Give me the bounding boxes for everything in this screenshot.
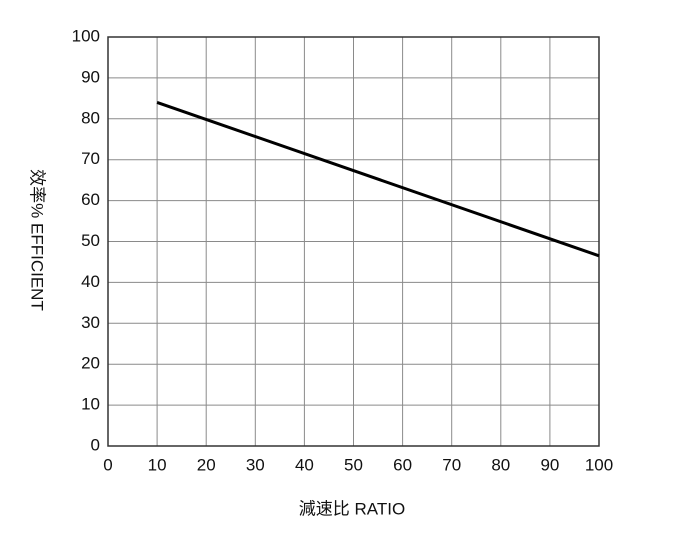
y-tick-label: 50 bbox=[81, 231, 100, 250]
x-axis-label: 減速比 RATIO bbox=[299, 499, 405, 518]
y-tick-label: 40 bbox=[81, 272, 100, 291]
y-tick-label: 90 bbox=[81, 67, 100, 86]
y-tick-label: 100 bbox=[72, 26, 100, 45]
x-tick-label: 70 bbox=[442, 455, 461, 474]
y-tick-label: 10 bbox=[81, 395, 100, 414]
y-tick-label: 0 bbox=[91, 435, 100, 454]
y-tick-label: 80 bbox=[81, 108, 100, 127]
y-tick-label: 60 bbox=[81, 190, 100, 209]
x-tick-label: 90 bbox=[540, 455, 559, 474]
x-tick-label: 20 bbox=[197, 455, 216, 474]
x-tick-label: 40 bbox=[295, 455, 314, 474]
x-tick-label: 10 bbox=[148, 455, 167, 474]
y-tick-label: 70 bbox=[81, 149, 100, 168]
x-tick-label: 30 bbox=[246, 455, 265, 474]
data-line bbox=[156, 101, 600, 258]
plot-border bbox=[107, 36, 600, 447]
x-tick-label: 0 bbox=[103, 455, 112, 474]
x-tick-label: 50 bbox=[344, 455, 363, 474]
x-tick-label: 100 bbox=[585, 455, 613, 474]
y-tick-label: 30 bbox=[81, 313, 100, 332]
x-tick-label: 60 bbox=[393, 455, 412, 474]
x-tick-label: 80 bbox=[491, 455, 510, 474]
y-axis-label: 效率% EFFICIENT bbox=[28, 169, 47, 311]
y-tick-label: 20 bbox=[81, 354, 100, 373]
